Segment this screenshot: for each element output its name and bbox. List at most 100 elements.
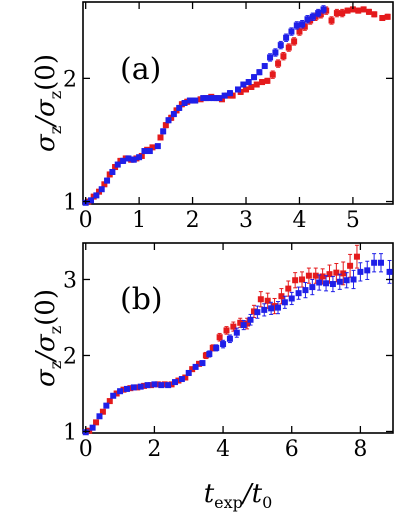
panel-a-data-point bbox=[210, 95, 217, 102]
panel-b-data-point bbox=[196, 360, 203, 367]
panel-b-data-point bbox=[158, 382, 165, 389]
panel-b-data-point bbox=[268, 305, 275, 312]
panel-b-data-point bbox=[237, 319, 244, 326]
panel-b-data-point bbox=[106, 398, 113, 405]
panel-b-data-point bbox=[274, 304, 281, 311]
panel-b-y-axis-label: σz/σz(0) bbox=[31, 289, 65, 387]
panel-b-x-tick-label: 6 bbox=[285, 437, 299, 462]
panel-b-data-point bbox=[340, 270, 347, 277]
panel-b-data-point bbox=[172, 379, 179, 386]
panel-b-y-tick-label: 3 bbox=[63, 268, 77, 293]
panel-a-data-point bbox=[328, 17, 335, 24]
panel-b-data-point bbox=[357, 268, 364, 275]
panel-a-data-point bbox=[309, 13, 316, 20]
panel-a-data-point bbox=[315, 10, 322, 17]
panel-a-data-point bbox=[355, 7, 362, 14]
panel-b-data-point bbox=[182, 374, 189, 381]
panel-b-data-point bbox=[264, 297, 271, 304]
panel-a-data-point bbox=[149, 144, 156, 151]
panel-a-data-point bbox=[101, 181, 108, 188]
panel-a-data-point bbox=[104, 177, 111, 184]
panel-a-data-point bbox=[304, 16, 311, 23]
panel-b-data-point bbox=[336, 278, 343, 285]
x-axis-label-sub: exp bbox=[214, 493, 243, 512]
panel-a-data-point bbox=[264, 77, 271, 84]
panel-a-data-point bbox=[88, 197, 95, 204]
panel-b-data-point bbox=[178, 376, 185, 383]
panel-a-data-point bbox=[333, 10, 340, 17]
panel-a-data-point bbox=[320, 6, 327, 13]
panel-b-x-tick-label: 2 bbox=[147, 437, 161, 462]
panel-a-data-point bbox=[256, 69, 263, 76]
panel-a-data-point bbox=[186, 97, 193, 104]
panel-b-data-point bbox=[175, 377, 182, 384]
panel-b-data-point bbox=[99, 408, 106, 415]
panel-a-ticks: 0 1 2 3 4 512 bbox=[63, 2, 393, 233]
panel-b-data-point bbox=[165, 382, 172, 389]
panel-b-data-point bbox=[292, 277, 299, 284]
panel-b-y-tick-label: 2 bbox=[63, 344, 77, 369]
panel-b-data-point bbox=[127, 385, 134, 392]
panel-a-data-point bbox=[157, 134, 164, 141]
panel-b-data-point bbox=[226, 335, 233, 342]
panel-a-data-point bbox=[98, 186, 105, 193]
panel-a-data-point bbox=[200, 95, 207, 102]
panel-b-data-point bbox=[93, 419, 100, 426]
panel-b-data-point bbox=[386, 268, 393, 275]
panel-b-data-point bbox=[202, 352, 209, 359]
x-axis-label-main: t bbox=[204, 479, 215, 509]
panel-a-frame bbox=[82, 1, 394, 205]
panel-b-data-point bbox=[199, 360, 206, 367]
panel-b-data-point bbox=[216, 334, 223, 341]
panel-b-data-point bbox=[353, 253, 360, 260]
panel-a-data-point bbox=[243, 86, 250, 93]
panel-b-data-point bbox=[250, 308, 257, 315]
panel-b-ticks: 0 2 4 6 8 1 2 3 bbox=[63, 243, 393, 462]
panel-b-frame bbox=[82, 242, 394, 434]
panel-a-data-point bbox=[235, 86, 241, 93]
panel-b-y-tick-label: 1 bbox=[63, 420, 77, 445]
x-axis-label-tail: /t bbox=[240, 479, 263, 509]
panel-b-data-point bbox=[192, 363, 199, 370]
panel-a-x-tick-label: 3 bbox=[239, 208, 253, 233]
panel-a-y-tick-label: 2 bbox=[63, 67, 77, 92]
panel-a: 0 1 2 3 4 512 (a) σz/σz(0) bbox=[31, 1, 394, 233]
panel-a-data-point bbox=[277, 42, 284, 49]
panel-a-data-point bbox=[253, 81, 260, 88]
panel-b-data-point bbox=[343, 277, 350, 284]
panel-b-data-point bbox=[247, 316, 254, 323]
panel-a-data-point bbox=[248, 83, 255, 90]
panel-b-data-point bbox=[86, 427, 93, 434]
panel-a-data-point bbox=[226, 90, 233, 97]
panel-b-data-point bbox=[141, 382, 148, 389]
panel-b-data-point bbox=[134, 384, 141, 391]
x-axis-label: texp/t0 bbox=[204, 479, 273, 512]
panel-b-data-point bbox=[319, 273, 326, 280]
panel-b-data-point bbox=[371, 259, 378, 266]
panel-b-x-tick-label: 8 bbox=[353, 437, 367, 462]
panel-a-data-point bbox=[165, 117, 172, 124]
panel-a-x-tick-label: 0 bbox=[79, 208, 93, 233]
panel-b-data-point bbox=[278, 293, 285, 300]
panel-a-data-point bbox=[299, 21, 306, 28]
panel-a-data-point bbox=[146, 148, 153, 155]
panel-b-data-point bbox=[364, 267, 371, 274]
panel-a-x-tick-label: 5 bbox=[346, 208, 360, 233]
panel-b-data-point bbox=[189, 366, 196, 373]
panel-b-data-point bbox=[312, 272, 319, 279]
panel-a-data-point bbox=[130, 156, 137, 163]
panel-a-data-point bbox=[160, 128, 167, 135]
panel-b-data-point bbox=[299, 276, 306, 283]
panel-a-data-point bbox=[293, 22, 300, 29]
panel-a-data-point bbox=[280, 53, 287, 60]
panel-b-data-point bbox=[316, 279, 323, 286]
panel-a-data-point bbox=[275, 60, 282, 67]
panel-a-y-tick-label: 1 bbox=[63, 191, 77, 216]
panel-a-marks bbox=[82, 5, 391, 206]
panel-a-data-point bbox=[93, 192, 100, 199]
panel-a-data-point bbox=[259, 79, 266, 86]
panel-b-data-point bbox=[209, 344, 216, 351]
panel-b-data-point bbox=[103, 402, 110, 409]
panel-b-data-point bbox=[305, 272, 312, 279]
panel-b-x-tick-label: 4 bbox=[216, 437, 230, 462]
